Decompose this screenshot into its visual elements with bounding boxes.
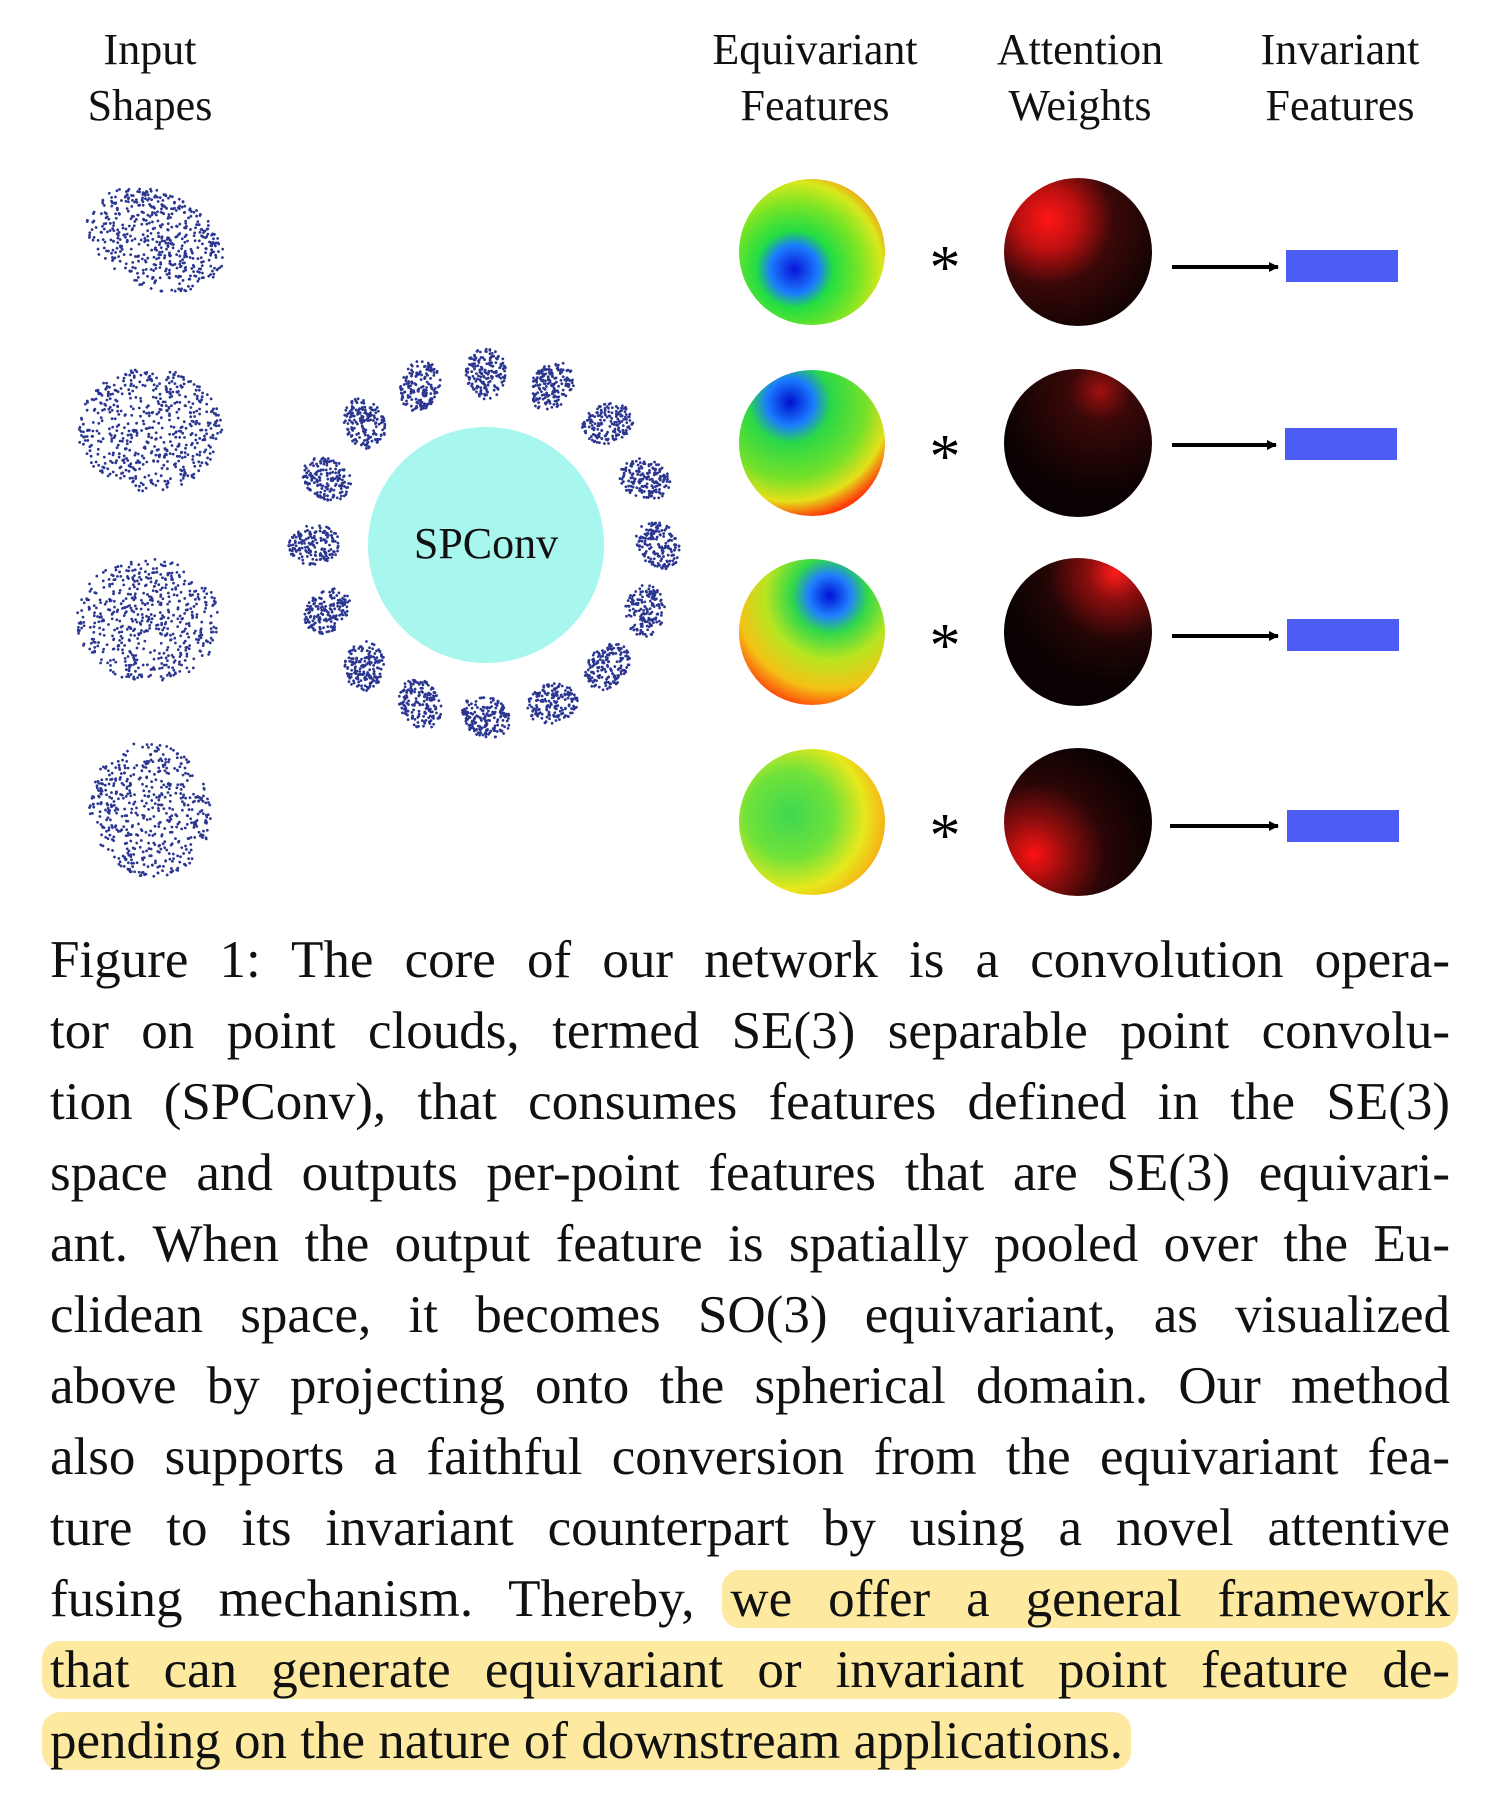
header-invariant-features: Invariant Features — [1225, 22, 1455, 134]
ring-shape-14 — [301, 456, 353, 502]
invariant-bar-1 — [1286, 250, 1398, 282]
equivariant-sphere-1 — [739, 179, 885, 325]
attention-sphere-4 — [1004, 748, 1152, 896]
caption-line-8: also supports a faithful conversion from… — [50, 1428, 1450, 1486]
caption-highlight-2: that can generate equivariant or invaria… — [42, 1641, 1458, 1699]
spconv-label: SPConv — [414, 519, 558, 568]
caption-line-11: that can generate equivariant or invaria… — [42, 1635, 1458, 1706]
spconv-circle — [368, 427, 604, 663]
header-attention-line2: Weights — [1008, 81, 1152, 130]
attention-sphere-1 — [1004, 178, 1152, 326]
header-input-shapes-line2: Shapes — [87, 81, 213, 130]
caption-line-12: pending on the nature of downstream appl… — [42, 1706, 1450, 1777]
input-shape-1 — [85, 187, 225, 293]
caption-line-3: tion (SPConv), that consumes features de… — [50, 1073, 1450, 1131]
ring-shape-16 — [398, 360, 442, 412]
header-invariant-line1: Invariant — [1260, 25, 1420, 74]
caption-line-2: tor on point clouds, termed SE(3) separa… — [50, 1002, 1450, 1060]
header-attention-line1: Attention — [996, 25, 1164, 74]
header-equivariant-features: Equivariant Features — [680, 22, 950, 134]
feature-row-1: * — [739, 178, 1398, 326]
caption-line-1: Figure 1: The core of our network is a c… — [50, 931, 1450, 989]
caption-highlight-3: pending on the nature of downstream appl… — [42, 1712, 1131, 1770]
operator-star-4: * — [930, 802, 961, 870]
equivariant-sphere-4 — [739, 749, 885, 895]
attention-sphere-3 — [1004, 558, 1152, 706]
ring-shape-15 — [342, 397, 387, 450]
rotated-shapes-ring — [287, 347, 681, 739]
operator-star-2: * — [930, 423, 961, 491]
header-input-shapes-line1: Input — [103, 25, 197, 74]
ring-shape-1 — [464, 347, 507, 401]
ring-shape-2 — [531, 361, 575, 411]
attention-sphere-2 — [1004, 369, 1152, 517]
figure-caption: Figure 1: The core of our network is a c… — [42, 925, 1458, 1777]
feature-row-3: * — [739, 558, 1399, 706]
ring-shape-9 — [461, 696, 511, 739]
operator-star-1: * — [930, 234, 961, 302]
input-shape-2 — [78, 368, 224, 493]
ring-shape-3 — [580, 402, 635, 445]
equivariant-sphere-2 — [739, 370, 885, 516]
ring-shape-13 — [287, 524, 340, 566]
header-attention-weights: Attention Weights — [960, 22, 1200, 134]
ring-shape-10 — [397, 678, 443, 729]
header-equivariant-line1: Equivariant — [712, 25, 918, 74]
invariant-bar-2 — [1285, 428, 1397, 460]
ring-shape-12 — [303, 587, 351, 636]
caption-line-5: ant. When the output feature is spatiall… — [50, 1215, 1450, 1273]
caption-line-10-plain: fusing mechanism. Thereby, — [50, 1570, 731, 1628]
caption-line-9: ture to its invariant counterpart by usi… — [50, 1499, 1450, 1557]
ring-shape-6 — [624, 584, 666, 638]
caption-line-7: above by projecting onto the spherical d… — [50, 1357, 1450, 1415]
caption-highlight-1: we offer a general framework — [722, 1570, 1458, 1628]
ring-shape-5 — [634, 521, 681, 571]
header-equivariant-line2: Features — [740, 81, 890, 130]
invariant-bar-3 — [1287, 619, 1399, 651]
ring-shape-11 — [343, 640, 386, 692]
figure-graphic: SPConv * * * * — [76, 178, 1399, 896]
header-input-shapes: Input Shapes — [50, 22, 250, 134]
ring-shape-8 — [526, 682, 579, 725]
input-point-clouds — [76, 187, 225, 878]
ring-shape-4 — [618, 457, 672, 500]
caption-line-10: fusing mechanism. Thereby, we offer a ge… — [50, 1564, 1458, 1635]
caption-line-6: clidean space, it becomes SO(3) equivari… — [50, 1286, 1450, 1344]
caption-line-4: space and outputs per-point features tha… — [50, 1144, 1450, 1202]
feature-row-4: * — [739, 748, 1399, 896]
input-shape-4 — [88, 742, 212, 878]
ring-shape-7 — [583, 642, 631, 692]
invariant-bar-4 — [1287, 810, 1399, 842]
operator-star-3: * — [930, 612, 961, 680]
feature-row-2: * — [739, 369, 1397, 517]
header-invariant-line2: Features — [1265, 81, 1415, 130]
equivariant-sphere-3 — [739, 559, 885, 705]
input-shape-3 — [76, 557, 219, 682]
